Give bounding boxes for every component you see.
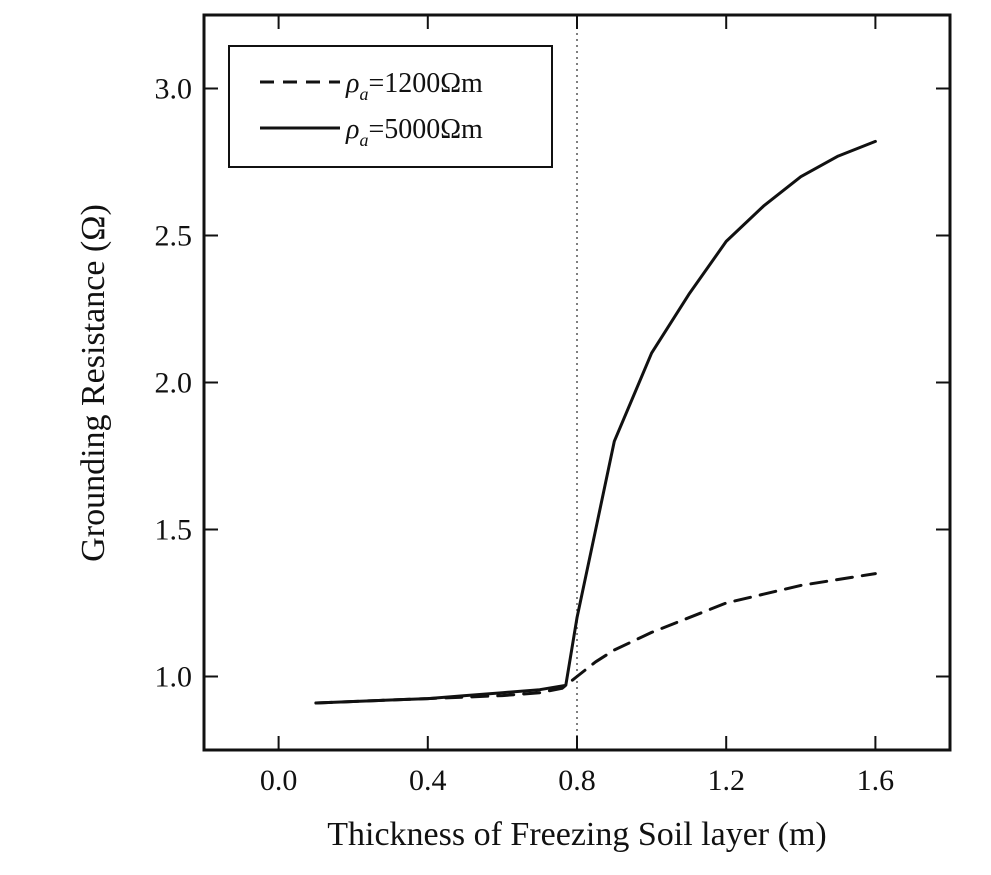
x-tick-label: 0.0 bbox=[260, 764, 298, 797]
legend-label-series-1-subscript: a bbox=[359, 84, 368, 104]
y-axis-label: Grounding Resistance (Ω) bbox=[75, 204, 112, 562]
legend: ρa=1200Ωm ρa=5000Ωm bbox=[228, 45, 553, 168]
legend-box bbox=[228, 45, 553, 168]
tick-layer: 0.0 0.4 0.8 1.2 1.6 1.0 1.5 2.0 2.5 3.0 bbox=[155, 15, 950, 797]
legend-label-series-1-symbol: ρ bbox=[345, 68, 359, 99]
legend-label-series-2-subscript: a bbox=[359, 130, 368, 150]
legend-label-series-1-value: =1200Ωm bbox=[368, 68, 483, 99]
x-tick-label: 1.2 bbox=[707, 764, 745, 797]
x-tick-label: 0.8 bbox=[558, 764, 596, 797]
y-tick-label: 2.0 bbox=[155, 367, 193, 400]
legend-label-series-2-value: =5000Ωm bbox=[368, 114, 483, 145]
series-layer bbox=[314, 139, 877, 705]
series-line-2 bbox=[314, 139, 877, 705]
x-tick-label: 1.6 bbox=[857, 764, 895, 797]
x-tick-label: 0.4 bbox=[409, 764, 447, 797]
y-tick-label: 3.0 bbox=[155, 73, 193, 106]
legend-label-series-2-symbol: ρ bbox=[345, 114, 359, 145]
legend-label-series-1: ρa=1200Ωm bbox=[345, 68, 483, 104]
x-axis-label: Thickness of Freezing Soil layer (m) bbox=[327, 816, 826, 853]
legend-label-series-2: ρa=5000Ωm bbox=[345, 114, 483, 150]
y-tick-label: 1.5 bbox=[155, 514, 193, 547]
y-tick-label: 2.5 bbox=[155, 220, 193, 253]
y-tick-label: 1.0 bbox=[155, 661, 193, 694]
